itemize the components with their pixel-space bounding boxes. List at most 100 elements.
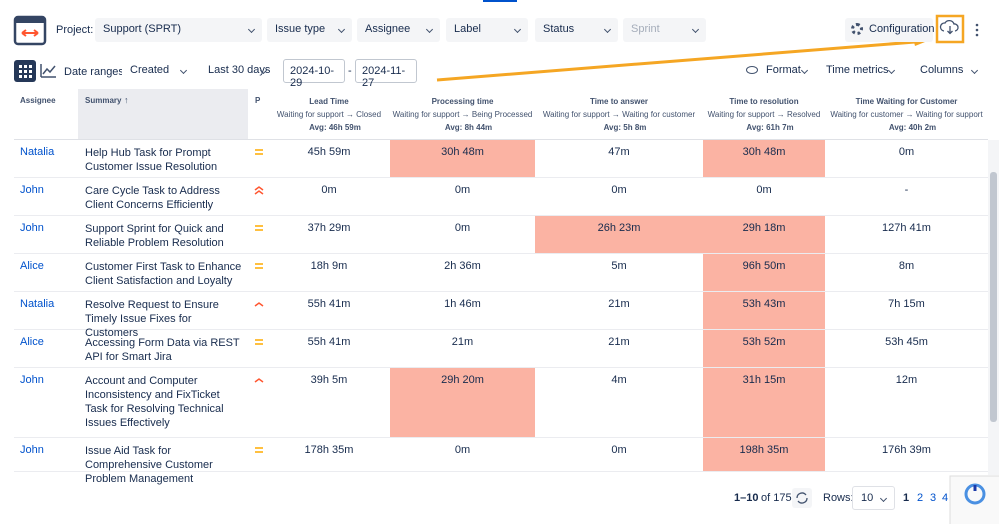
metric-value: 29h 18m <box>703 216 825 253</box>
metric-header: Processing time Waiting for support → Bei… <box>390 89 535 140</box>
assignee-link[interactable]: John <box>20 374 44 386</box>
metric-value: 0m <box>454 184 471 196</box>
priority-icon <box>253 184 265 196</box>
recaptcha <box>949 475 999 524</box>
metric-value: 8m <box>898 260 915 272</box>
priority-icon <box>253 374 265 386</box>
metric-value: 26h 23m <box>535 216 703 253</box>
metric-value: 96h 50m <box>703 254 825 291</box>
filter-dropdown[interactable]: Label <box>446 18 528 42</box>
metric-average: Avg: 46h 59m <box>309 123 361 132</box>
page-link[interactable]: 1 <box>903 492 910 504</box>
metric-value: 0m <box>611 184 627 196</box>
date-separator: - <box>348 65 352 77</box>
start-date[interactable]: 2024-10-29 <box>283 59 345 89</box>
rows-dropdown[interactable]: 10 <box>852 486 895 510</box>
assignee-link[interactable]: John <box>20 444 44 456</box>
page-link[interactable]: 4 <box>942 492 949 504</box>
row-border <box>14 437 988 438</box>
metric-value: 127h 41m <box>882 222 931 234</box>
filter-dropdown[interactable]: Issue type <box>267 18 352 42</box>
issue-summary[interactable]: Issue Aid Task for Comprehensive Custome… <box>85 445 213 485</box>
metric-value: 0m <box>756 184 772 196</box>
row-border <box>14 367 988 368</box>
page-link[interactable]: 2 <box>917 492 924 504</box>
issue-summary[interactable]: Support Sprint for Quick and Reliable Pr… <box>85 223 224 249</box>
row-border <box>14 471 988 472</box>
summary-header[interactable]: Summary <box>85 96 122 105</box>
metric-value: 176h 39m <box>882 444 931 456</box>
issue-summary[interactable]: Resolve Request to Ensure Timely Issue F… <box>85 299 219 339</box>
metric-transition: Waiting for support → Resolved <box>707 110 821 119</box>
toolbar-button[interactable]: Format <box>740 59 815 83</box>
metric-value: - <box>904 184 909 196</box>
row-border <box>14 291 988 292</box>
metric-value: 30h 48m <box>703 140 825 177</box>
row-border <box>14 329 988 330</box>
metric-transition: Waiting for support → Waiting for custom… <box>542 110 696 119</box>
metric-value: 45h 59m <box>307 146 351 158</box>
metric-value: 47m <box>608 146 630 158</box>
metric-value: 0m <box>454 222 471 234</box>
metric-value: 29h 20m <box>390 368 535 437</box>
assignee-link[interactable]: John <box>20 184 44 196</box>
metric-value: 0m <box>454 444 471 456</box>
metric-value: 53h 52m <box>703 330 825 367</box>
assignee-link[interactable]: Natalia <box>20 298 55 310</box>
metric-value: 37h 29m <box>307 222 351 234</box>
metric-value: 198h 35m <box>703 438 825 471</box>
assignee-link[interactable]: Alice <box>20 260 44 272</box>
priority-icon <box>253 260 265 272</box>
metric-value: 2h 36m <box>444 260 481 272</box>
metric-title: Time to resolution <box>729 97 799 106</box>
date-ranges-label: Date ranges: <box>64 66 127 78</box>
issue-summary[interactable]: Account and Computer Inconsistency and F… <box>85 375 224 429</box>
metric-value: 21m <box>608 336 630 348</box>
priority-icon <box>253 146 265 158</box>
issue-summary[interactable]: Help Hub Task for Prompt Customer Issue … <box>85 147 218 173</box>
toolbar-button[interactable]: Columns <box>910 59 985 83</box>
metric-header: Time Waiting for Customer Waiting for cus… <box>825 89 988 140</box>
row-border <box>14 177 988 178</box>
assignee-link[interactable]: Natalia <box>20 146 55 158</box>
assignee-link[interactable]: John <box>20 222 44 234</box>
assignee-header: Assignee <box>20 96 56 105</box>
filter-dropdown[interactable]: Sprint <box>623 18 706 42</box>
issue-summary[interactable]: Care Cycle Task to Address Client Concer… <box>85 185 220 211</box>
metric-value: 178h 35m <box>304 444 354 456</box>
metric-title: Time Waiting for Customer <box>855 97 958 106</box>
issue-summary[interactable]: Customer First Task to Enhance Client Sa… <box>85 261 242 287</box>
assignee-link[interactable]: Alice <box>20 336 44 348</box>
filter-dropdown[interactable]: Status <box>535 18 618 42</box>
toolbar-button[interactable]: Time metrics <box>820 59 902 83</box>
issue-summary[interactable]: Accessing Form Data via REST API for Sma… <box>85 337 240 363</box>
filter-dropdown[interactable]: Support (SPRT) <box>95 18 262 42</box>
metric-value: 1h 46m <box>444 298 481 310</box>
metric-title: Lead Time <box>309 97 349 106</box>
row-border <box>14 253 988 254</box>
metric-average: Avg: 8h 44m <box>444 123 493 132</box>
row-border <box>14 215 988 216</box>
metric-value: 21m <box>451 336 474 348</box>
period-dropdown[interactable]: Last 30 days <box>202 59 274 83</box>
rows-label: Rows: <box>823 492 854 504</box>
filter-dropdown[interactable]: Assignee <box>357 18 440 42</box>
metric-title: Processing time <box>431 97 494 106</box>
metric-value: 7h 15m <box>888 298 925 310</box>
metric-average: Avg: 5h 8m <box>603 123 647 132</box>
metric-value: 18h 9m <box>310 260 348 272</box>
metric-value: 0m <box>611 444 627 456</box>
end-date[interactable]: 2024-11-27 <box>355 59 417 89</box>
priority-icon <box>253 222 265 234</box>
metric-value: 53h 43m <box>703 292 825 329</box>
page-link[interactable]: 3 <box>930 492 937 504</box>
metric-value: 4m <box>611 374 627 386</box>
metric-header: Lead Time Waiting for support → Closed Avg… <box>268 89 390 140</box>
metric-value: 0m <box>321 184 337 196</box>
project-label: Project: <box>56 24 94 36</box>
range-field-dropdown[interactable]: Created <box>122 59 194 83</box>
metric-average: Avg: 40h 2m <box>888 123 937 132</box>
metric-value: 5m <box>611 260 627 272</box>
